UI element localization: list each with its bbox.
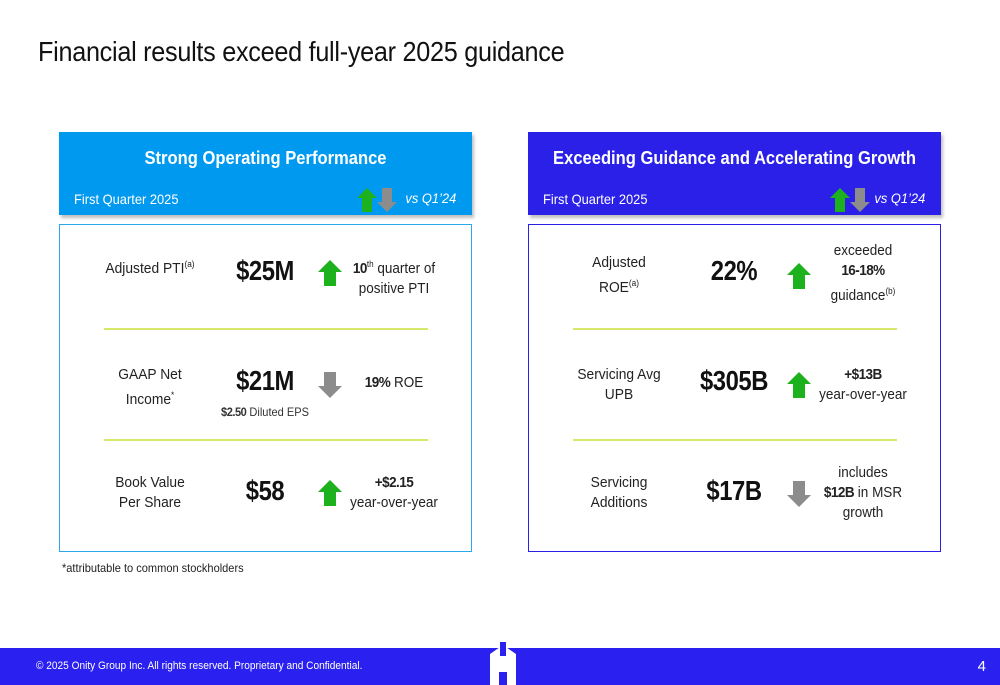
metric-label: GAAP Net Income* — [118, 366, 182, 408]
up-down-arrows-icon — [830, 188, 870, 212]
left-panel-title: Strong Operating Performance — [144, 148, 387, 168]
up-arrow-icon — [787, 263, 811, 289]
up-arrow-icon — [318, 260, 342, 286]
metric-value: $305B — [699, 365, 768, 396]
metric-row-servicing-avg-upb: Servicing Avg UPB $305B +$13B year-over-y… — [529, 335, 940, 435]
metric-note: 10th quarter of positive PTI — [352, 259, 436, 297]
left-panel-compare: vs Q1’24 — [405, 190, 456, 206]
page-number: 4 — [977, 658, 986, 675]
metric-subvalue: $2.50 Diluted EPS — [221, 405, 309, 419]
metric-row-adjusted-roe: Adjusted ROE(a) 22% exceeded 16-18% guidan… — [529, 225, 940, 325]
page-title: Financial results exceed full-year 2025 … — [38, 36, 565, 67]
metric-note: +$13B year-over-year — [819, 366, 907, 403]
metric-row-gaap-net-income: GAAP Net Income* $21M $2.50 Diluted EPS … — [60, 335, 471, 435]
right-panel-header: Exceeding Guidance and Accelerating Grow… — [528, 132, 941, 215]
up-arrow-icon — [787, 372, 811, 398]
footnote: *attributable to common stockholders — [62, 561, 244, 575]
metric-note: 19% ROE — [364, 374, 424, 391]
metric-value: $21M — [236, 365, 294, 396]
row-separator — [104, 328, 428, 330]
down-arrow-icon — [318, 372, 342, 398]
metric-value: $58 — [245, 475, 285, 506]
left-panel-header: Strong Operating Performance First Quart… — [59, 132, 472, 215]
metric-label: Book Value Per Share — [115, 474, 185, 511]
up-arrow-icon — [318, 480, 342, 506]
copyright-text: © 2025 Onity Group Inc. All rights reser… — [36, 660, 363, 672]
company-logo-icon — [490, 642, 516, 685]
metric-note: +$2.15 year-over-year — [350, 474, 438, 511]
left-panel-body: Adjusted PTI(a) $25M 10th quarter of pos… — [59, 224, 472, 552]
down-arrow-icon — [787, 481, 811, 507]
metric-row-servicing-additions: Servicing Additions $17B includes $12B in… — [529, 445, 940, 545]
metric-label: Servicing Avg UPB — [577, 366, 661, 403]
metric-label: Adjusted PTI(a) — [105, 259, 195, 277]
right-panel-body: Adjusted ROE(a) 22% exceeded 16-18% guidan… — [528, 224, 941, 552]
right-panel-title: Exceeding Guidance and Accelerating Grow… — [553, 148, 916, 168]
metric-value: 22% — [710, 255, 758, 286]
metric-row-adjusted-pti: Adjusted PTI(a) $25M 10th quarter of pos… — [60, 225, 471, 325]
row-separator — [573, 439, 897, 441]
metric-note: exceeded 16-18% guidance(b) — [830, 242, 896, 304]
footer-bar: © 2025 Onity Group Inc. All rights reser… — [0, 642, 1000, 685]
metric-note: includes $12B in MSR growth — [823, 464, 903, 521]
row-separator — [104, 439, 428, 441]
metric-row-book-value: Book Value Per Share $58 +$2.15 year-over… — [60, 445, 471, 545]
right-panel-compare: vs Q1’24 — [874, 190, 925, 206]
row-separator — [573, 328, 897, 330]
metric-value: $17B — [706, 475, 762, 506]
right-panel-period: First Quarter 2025 — [543, 191, 648, 207]
up-down-arrows-icon — [357, 188, 397, 212]
metric-label: Adjusted ROE(a) — [592, 254, 646, 296]
metric-value: $25M — [236, 255, 294, 286]
left-panel-period: First Quarter 2025 — [74, 191, 179, 207]
metric-label: Servicing Additions — [590, 474, 648, 511]
